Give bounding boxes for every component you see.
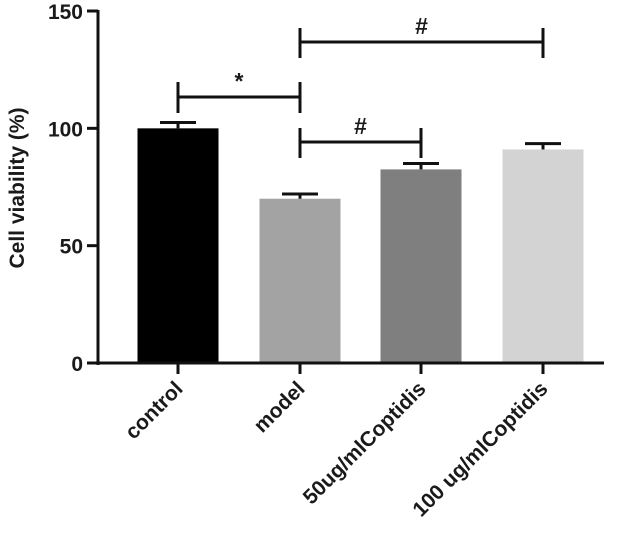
plot-area: 0 50 100 150 control model50ug/mlCoptidis100 … (48, 1, 604, 521)
y-axis-title: Cell viability (%) (6, 107, 29, 268)
x-category-label: 100 ug/mlCoptidis (408, 377, 552, 521)
x-category-label: control (121, 377, 188, 444)
significance-label: * (235, 68, 244, 94)
bar-1 (259, 198, 341, 363)
bar-0 (137, 128, 219, 363)
y-tick-label: 50 (60, 236, 83, 259)
bar-2 (380, 169, 462, 363)
x-category-label: 50ug/mlCoptidis (299, 377, 431, 509)
y-tick-label: 100 (48, 118, 83, 141)
y-tick-label: 0 (71, 353, 83, 376)
significance-label: # (415, 13, 428, 39)
y-tick-label: 150 (48, 1, 83, 24)
x-category-label: model (250, 377, 310, 437)
bar-3 (502, 149, 584, 363)
significance-label: # (354, 113, 367, 139)
